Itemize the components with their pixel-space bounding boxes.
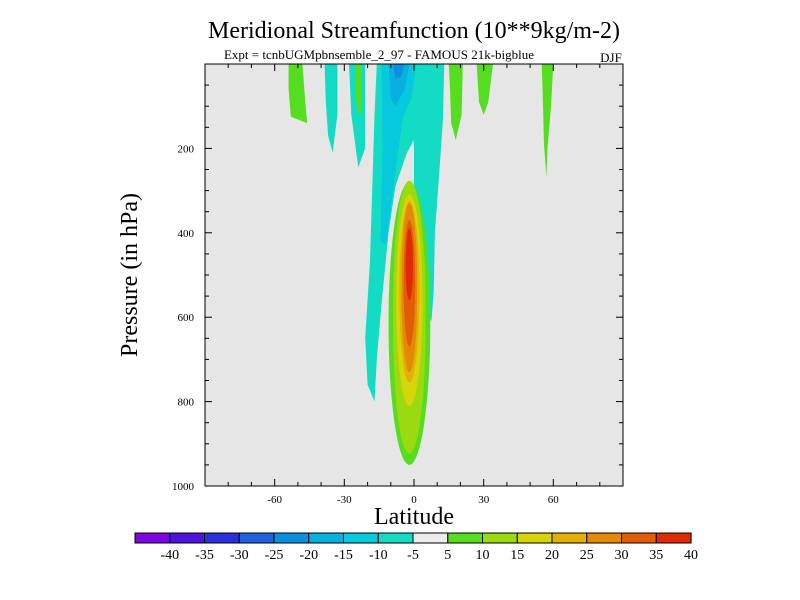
colorbar-label: 20 <box>545 548 559 563</box>
colorbar-label: -15 <box>334 548 353 563</box>
colorbar-swatch <box>343 532 379 544</box>
colorbar-swatch <box>169 532 206 544</box>
contour-negative-cell-south-15 <box>388 64 410 107</box>
contour-layer <box>288 64 554 465</box>
contour-positive-cell-35 <box>405 228 413 301</box>
x-axis-label: Latitude <box>374 504 454 530</box>
colorbar-swatch <box>447 532 484 544</box>
y-tick-label: 200 <box>178 143 195 155</box>
x-tick-label: 60 <box>548 494 560 506</box>
colorbar-swatch <box>377 532 414 544</box>
chart-subtitle: Expt = tcnbUGMpbnsemble_2_97 - FAMOUS 21… <box>224 47 534 62</box>
colorbar-swatch <box>204 532 240 544</box>
chart-title: Meridional Streamfunction (10**9kg/m-2) <box>208 18 620 44</box>
colorbar-labels: -40 -35 -30 -25 -20 -15 -10 -5 5 10 15 20 25 30 35 40 <box>160 548 698 563</box>
x-tick-label: 30 <box>478 494 490 506</box>
colorbar-label: 30 <box>615 548 629 563</box>
colorbar-label: -40 <box>160 548 179 563</box>
colorbar-label: 15 <box>510 548 524 563</box>
x-tick-label: -30 <box>337 494 352 506</box>
colorbar-label: 25 <box>580 548 594 563</box>
contour-negative-cell-south-10 <box>380 64 417 246</box>
colorbar-label: -25 <box>265 548 284 563</box>
contour-positive-filament-30 <box>476 64 493 115</box>
colorbar <box>134 532 692 544</box>
colorbar-swatch <box>273 532 310 544</box>
colorbar-label: -5 <box>407 548 419 563</box>
colorbar-swatch <box>655 532 692 544</box>
colorbar-label: -35 <box>195 548 214 563</box>
colorbar-swatch <box>586 532 623 544</box>
colorbar-label: 10 <box>476 548 490 563</box>
x-tick-labels: -60 -30 0 30 60 <box>267 494 559 506</box>
season-label: DJF <box>600 50 622 65</box>
y-tick-labels: 200 400 600 800 1000 <box>172 143 195 493</box>
y-tick-label: 600 <box>178 312 195 324</box>
x-tick-label: 0 <box>411 494 417 506</box>
colorbar-swatch <box>621 532 657 544</box>
contour-positive-filament-minus50 <box>288 64 308 124</box>
axis-ticks <box>204 63 624 487</box>
colorbar-swatch <box>238 532 275 544</box>
colorbar-label: 40 <box>684 548 698 563</box>
colorbar-label: -30 <box>230 548 249 563</box>
colorbar-swatch <box>308 532 345 544</box>
colorbar-label: -10 <box>369 548 388 563</box>
contour-positive-filament-18 <box>448 64 463 140</box>
contour-negative-cell-south-5 <box>365 64 421 402</box>
colorbar-swatch <box>412 532 449 544</box>
contour-negative-filament-minus35 <box>324 64 338 153</box>
colorbar-swatch <box>134 532 171 544</box>
contour-positive-filament-minus24 <box>355 64 362 119</box>
colorbar-swatch <box>482 532 518 544</box>
colorbar-swatch <box>551 532 588 544</box>
colorbar-label: -20 <box>299 548 318 563</box>
y-tick-label: 1000 <box>172 481 195 493</box>
y-tick-label: 400 <box>178 228 195 240</box>
colorbar-label: 35 <box>649 548 663 563</box>
contour-positive-filament-57 <box>541 64 554 178</box>
y-tick-label: 800 <box>178 397 195 409</box>
colorbar-label: 5 <box>444 548 451 563</box>
x-tick-label: -60 <box>267 494 282 506</box>
colorbar-swatch <box>516 532 553 544</box>
y-axis-label: Pressure (in hPa) <box>117 193 143 357</box>
contour-negative-cell-south-20 <box>393 64 405 79</box>
